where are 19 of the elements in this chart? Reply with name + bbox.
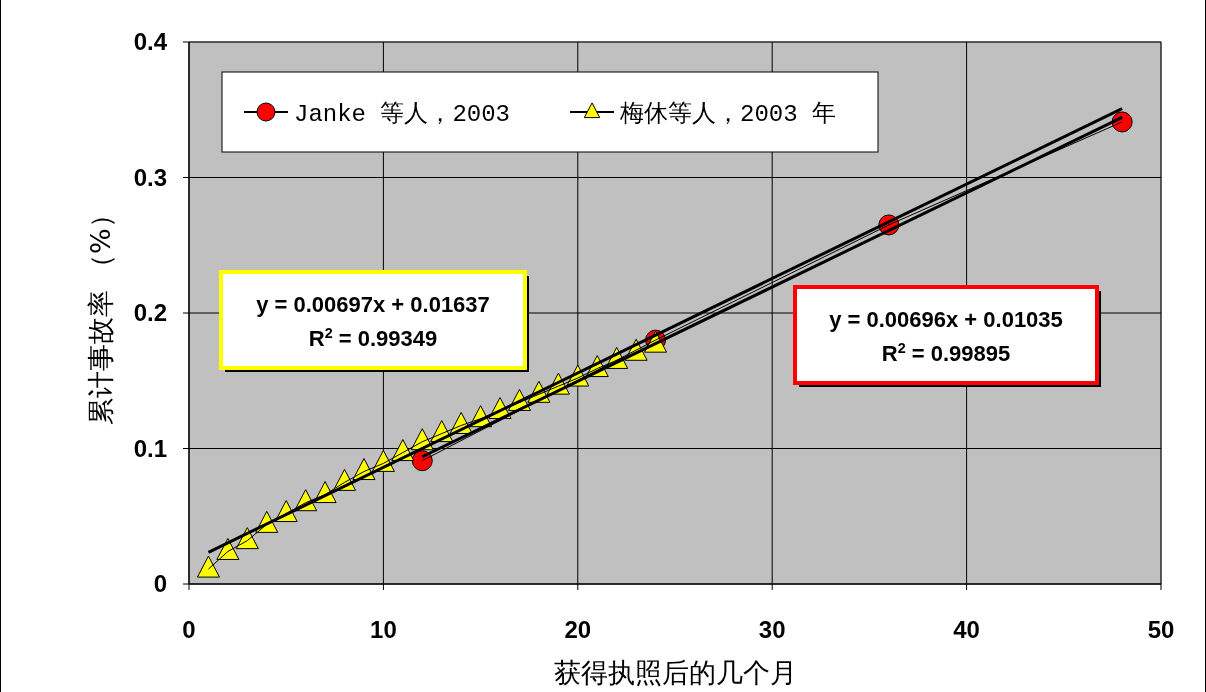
y-tick-label: 0.4 bbox=[133, 28, 168, 55]
legend-label: Janke 等人，2003 bbox=[294, 101, 511, 128]
legend-label: 梅休等人，2003 年 bbox=[619, 101, 837, 128]
x-tick-label: 10 bbox=[370, 616, 397, 643]
x-tick-label: 30 bbox=[758, 616, 786, 643]
y-tick-label: 0 bbox=[153, 570, 167, 597]
x-tick-label: 0 bbox=[182, 616, 196, 643]
y-axis-title: 累计事故率 （%） bbox=[85, 201, 116, 425]
x-tick-label: 50 bbox=[1147, 616, 1175, 643]
annotation: y = 0.00697x + 0.01637 R$^{2}$ = 0.99349 bbox=[256, 292, 490, 351]
y-tick-label: 0.2 bbox=[133, 299, 167, 326]
y-tick-label: 0.3 bbox=[133, 163, 167, 191]
y-tick-label: 0.1 bbox=[133, 434, 167, 462]
annotation: y = 0.00697x + 0.01637 R$^{2}$ = 0.99349 bbox=[219, 270, 529, 372]
annotation: y = 0.00696x + 0.01035 R$^{2}$ = 0.99895 bbox=[793, 285, 1101, 387]
x-axis-title: 获得执照后的几个月 bbox=[553, 657, 797, 688]
annotation: y = 0.00696x + 0.01035 R$^{2}$ = 0.99895 bbox=[829, 307, 1063, 366]
x-tick-label: 40 bbox=[953, 616, 980, 643]
x-tick-label: 20 bbox=[564, 616, 592, 643]
